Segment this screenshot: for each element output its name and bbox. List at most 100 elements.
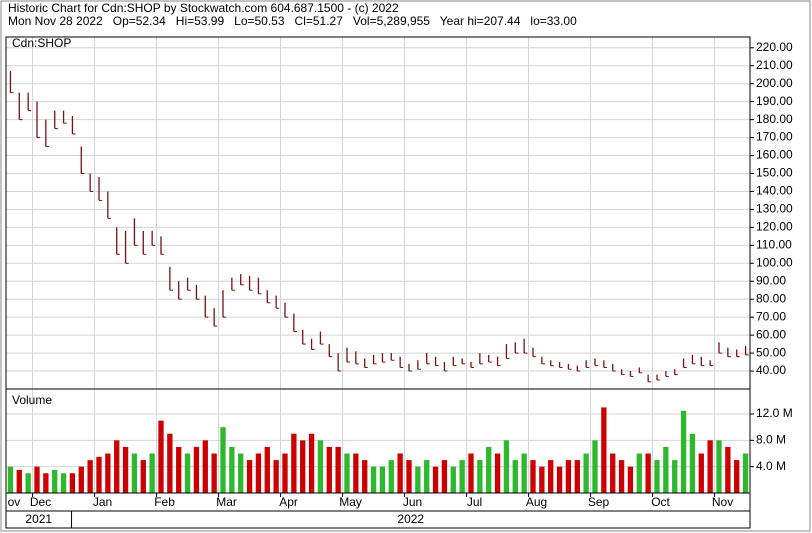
y-tick-label: 160.00 — [756, 148, 793, 162]
volume-bar — [131, 453, 138, 493]
volume-bar — [601, 407, 607, 493]
y-tick-label: 220.00 — [756, 40, 793, 54]
volume-bar — [468, 453, 474, 493]
volume-bar — [521, 453, 527, 493]
volume-bar — [610, 453, 616, 493]
volume-bar — [238, 453, 244, 493]
volume-bar — [477, 460, 483, 493]
volume-bar — [450, 466, 456, 493]
y-tick-label: 40.00 — [756, 363, 786, 377]
volume-bar — [388, 460, 394, 493]
volume-bar — [734, 460, 740, 493]
y-tick-label: 190.00 — [756, 94, 793, 108]
volume-bar — [184, 453, 191, 493]
y-tick-label: 80.00 — [756, 291, 786, 305]
volume-bar — [317, 440, 324, 493]
year-row — [5, 510, 751, 529]
y-tick-label: 130.00 — [756, 202, 793, 216]
volume-bar — [344, 453, 350, 493]
x-tick-label: Jul — [467, 495, 482, 509]
volume-bar — [353, 453, 359, 493]
volume-bar — [149, 453, 155, 493]
y-tick-label: 210.00 — [756, 58, 793, 72]
volume-bar — [459, 460, 465, 493]
volume-bar — [282, 453, 288, 493]
volume-bar — [78, 466, 84, 493]
volume-bar — [627, 466, 634, 493]
volume-bar — [122, 446, 129, 493]
volume-bar — [273, 460, 279, 493]
volume-bar — [432, 466, 439, 493]
volume-bar — [689, 433, 696, 493]
marks — [7, 71, 749, 493]
chart-title: Historic Chart for Cdn:SHOP by Stockwatc… — [8, 1, 399, 15]
volume-bar — [34, 466, 40, 493]
volume-bar — [415, 466, 421, 493]
volume-bar — [229, 446, 235, 493]
volume-bar — [663, 446, 669, 493]
x-tick-label: Nov — [712, 495, 733, 509]
volume-bar — [556, 466, 563, 493]
volume-bar — [264, 446, 270, 493]
volume-bar — [246, 460, 253, 493]
y-tick-label: 150.00 — [756, 166, 793, 180]
x-tick-label: ov — [8, 495, 21, 509]
volume-bar — [716, 440, 722, 493]
y-tick-label: 8.0 M — [756, 433, 786, 447]
volume-bar — [158, 420, 164, 493]
y-tick-label: 12.0 M — [756, 406, 793, 420]
volume-bar — [672, 460, 678, 493]
volume-bar — [69, 473, 76, 493]
volume-bar — [494, 453, 501, 493]
volume-bar — [211, 453, 217, 493]
volume-bar — [114, 440, 120, 493]
volume-bar — [379, 466, 386, 493]
volume-bar — [645, 453, 651, 493]
volume-bar — [742, 453, 749, 493]
volume-bar — [25, 473, 31, 493]
volume-bar — [424, 460, 430, 493]
x-tick-label: Sep — [588, 495, 610, 509]
x-tick-label: Dec — [30, 495, 51, 509]
volume-bar — [300, 440, 306, 493]
x-tick-label: Aug — [526, 495, 547, 509]
volume-bar — [255, 453, 262, 493]
x-tick-label: Jan — [93, 495, 112, 509]
y-tick-label: 180.00 — [756, 112, 793, 126]
volume-bar — [291, 433, 297, 493]
volume-bar — [7, 466, 14, 493]
volume-bar — [698, 453, 704, 493]
price-label: Cdn:SHOP — [12, 36, 71, 50]
volume-bar — [193, 446, 200, 493]
volume-bar — [680, 410, 687, 493]
volume-bar — [512, 460, 518, 493]
volume-bar — [43, 473, 49, 493]
volume-bar — [362, 460, 368, 493]
volume-bar — [725, 446, 731, 493]
y-tick-label: 90.00 — [756, 273, 786, 287]
volume-bar — [96, 456, 102, 493]
volume-bar — [539, 466, 545, 493]
volume-bar — [220, 427, 226, 493]
volume-bar — [406, 460, 412, 493]
volume-bar — [140, 460, 146, 493]
volume-bar — [60, 473, 67, 493]
volume-bar — [52, 469, 58, 493]
x-tick-label: May — [339, 495, 362, 509]
chart-subtitle: Mon Nov 28 2022 Op=52.34 Hi=53.99 Lo=50.… — [8, 14, 577, 28]
x-tick-label: Apr — [279, 495, 298, 509]
volume-label: Volume — [12, 393, 52, 407]
volume-bar — [565, 460, 572, 493]
volume-bar — [176, 446, 182, 493]
volume-bar — [202, 440, 208, 493]
y-tick-label: 50.00 — [756, 345, 786, 359]
x-tick-label: Feb — [154, 495, 175, 509]
year-label: 2022 — [397, 512, 424, 526]
volume-bar — [370, 466, 377, 493]
x-tick-label: Jun — [403, 495, 422, 509]
y-tick-label: 140.00 — [756, 184, 793, 198]
volume-bar — [326, 446, 332, 493]
